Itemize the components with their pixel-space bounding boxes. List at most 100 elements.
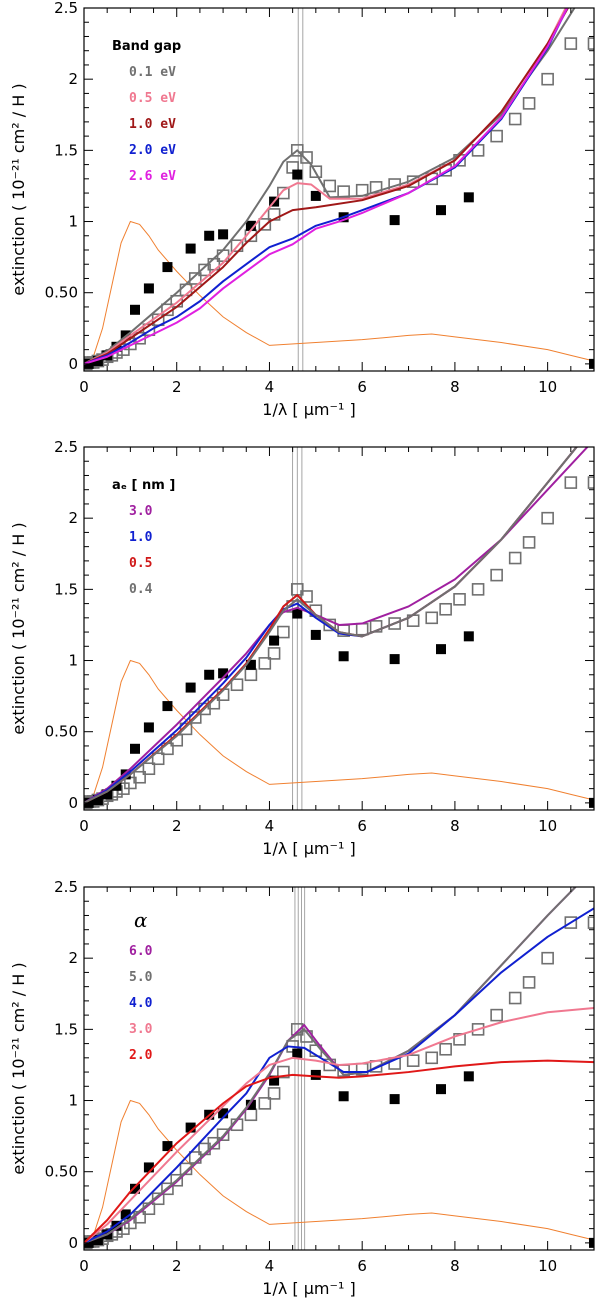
observed-open-point (216, 1128, 230, 1141)
x-tick-label: 2 (172, 378, 182, 396)
observed-filled-point (245, 220, 256, 231)
observed-filled-point (269, 635, 280, 646)
x-tick-label: 4 (265, 1257, 275, 1275)
x-tick-label: 6 (357, 378, 367, 396)
observed-filled-point (92, 1235, 103, 1246)
observed-filled-point (130, 1183, 140, 1194)
legend-entry: 1.0 (129, 530, 153, 545)
y-tick-label: 1 (68, 1092, 78, 1110)
y-tick-label: 0 (68, 794, 78, 812)
observed-open-point (541, 72, 554, 86)
observed-filled-point (143, 1162, 154, 1173)
observed-open-point (267, 1087, 281, 1100)
legend-title: Band gap (112, 39, 181, 54)
observed-filled-point (130, 743, 140, 754)
observed-open-point (230, 678, 244, 692)
observed-open-point (258, 657, 272, 670)
observed-open-point (179, 722, 193, 736)
legend-entry: 0.5 eV (129, 91, 176, 106)
x-tick-label: 0 (79, 1257, 89, 1275)
y-tick-label: 0.50 (45, 1163, 78, 1181)
observed-open-point (587, 37, 594, 50)
legend-entry: 2.0 (129, 1048, 153, 1063)
x-tick-label: 4 (265, 378, 275, 396)
observed-open-point (267, 647, 281, 660)
observed-open-point (541, 511, 554, 525)
x-tick-label: 10 (538, 817, 557, 835)
observed-filled-point (102, 789, 113, 800)
observed-open-point (244, 1108, 258, 1122)
y-tick-label: 1.5 (54, 141, 78, 159)
observed-open-point (388, 617, 401, 630)
observed-filled-point (463, 1071, 474, 1082)
observed-open-point (587, 476, 594, 489)
observed-open-point (258, 218, 272, 231)
plot-area (84, 447, 594, 810)
plot-area (84, 8, 594, 371)
observed-open-point (490, 1008, 503, 1022)
y-tick-label: 2.5 (54, 438, 78, 456)
observed-open-point (439, 602, 452, 616)
observed-filled-point (143, 722, 154, 733)
observed-open-point (508, 112, 522, 126)
observed-open-point (508, 551, 522, 565)
observed-open-point (564, 37, 578, 50)
observed-open-point (471, 583, 485, 596)
legend-entry: 0.1 eV (129, 65, 176, 80)
legend-entry: 2.6 eV (129, 169, 176, 184)
observed-filled-point (338, 651, 349, 662)
observed-filled-point (389, 215, 400, 226)
observed-open-point (490, 129, 503, 143)
panel-band-gap: 0 2 4 6 8 10 0 0.50 1 1.5 2 2.5 1/λ [ μm⁻¹ ] extincti… (9, 0, 595, 419)
observed-filled-point (245, 659, 256, 670)
y-tick-label: 0 (68, 355, 78, 373)
legend-entry: 1.0 eV (129, 117, 176, 132)
legend-entry: 2.0 eV (129, 143, 176, 158)
legend-title: α (134, 908, 148, 932)
series-line (84, 8, 569, 365)
observed-filled-point (310, 190, 321, 201)
reference-curve (84, 220, 594, 365)
reference-curve (84, 659, 594, 804)
y-tick-label: 0 (68, 1234, 78, 1252)
series-line (84, 1007, 594, 1244)
x-tick-label: 6 (357, 817, 367, 835)
plot-frame (83, 446, 595, 811)
observed-open-point (133, 770, 146, 784)
x-tick-label: 2 (172, 817, 182, 835)
observed-filled-point (463, 192, 474, 203)
observed-open-point (244, 668, 258, 682)
observed-open-point (207, 1136, 221, 1150)
observed-filled-point (185, 243, 196, 254)
y-tick-label: 2.5 (54, 878, 78, 896)
y-axis-label: extinction ( 10⁻²¹ cm² / H ) (9, 83, 28, 295)
y-tick-label: 2 (68, 509, 78, 527)
x-tick-label: 8 (450, 378, 460, 396)
observed-open-point (439, 1042, 452, 1056)
y-axis-label: extinction ( 10⁻²¹ cm² / H ) (9, 522, 28, 734)
observed-open-point (151, 752, 165, 766)
observed-open-point (453, 1033, 466, 1046)
plot-frame (83, 7, 595, 372)
observed-filled-point (218, 1108, 229, 1119)
observed-open-point (151, 1192, 165, 1206)
observed-filled-point (310, 1069, 321, 1080)
observed-open-point (277, 625, 290, 639)
observed-filled-point (292, 169, 303, 180)
observed-open-point (522, 536, 536, 549)
x-tick-label: 8 (450, 1257, 460, 1275)
x-tick-label: 8 (450, 817, 460, 835)
legend-entry: 4.0 (129, 996, 153, 1011)
observed-open-point (453, 593, 466, 606)
panel-alpha: 0 2 4 6 8 10 0 0.50 1 1.5 2 2.5 1/λ [ μm⁻¹ ] extincti… (9, 878, 595, 1298)
observed-open-point (369, 181, 383, 194)
series-line (84, 447, 578, 804)
x-tick-label: 0 (79, 817, 89, 835)
observed-filled-point (292, 608, 303, 619)
observed-open-point (170, 1173, 184, 1187)
series-line (84, 8, 570, 365)
y-tick-label: 1.5 (54, 1020, 78, 1038)
x-axis-label: 1/λ [ μm⁻¹ ] (262, 400, 355, 419)
observed-open-point (277, 186, 290, 200)
observed-open-point (564, 476, 578, 489)
